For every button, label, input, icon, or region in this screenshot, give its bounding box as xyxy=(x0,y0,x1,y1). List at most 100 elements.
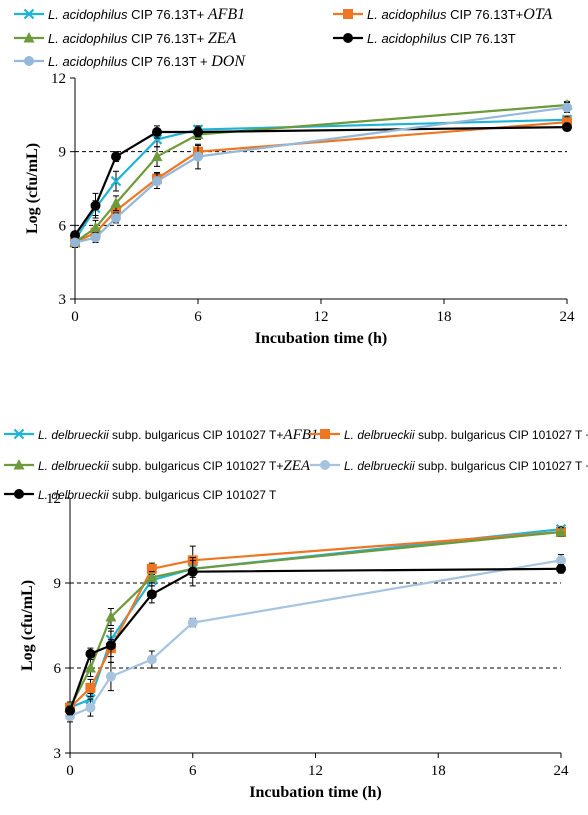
data-point xyxy=(562,102,572,113)
x-tick-label: 0 xyxy=(71,309,79,325)
series-line xyxy=(74,103,568,244)
x-tick-label: 18 xyxy=(437,309,452,325)
legend-strain: subp. bulgaricus CIP 101027 T xyxy=(109,428,277,442)
legend-joiner: + xyxy=(276,428,283,442)
legend-species: L. delbrueckii xyxy=(38,488,109,502)
y-tick-label: 3 xyxy=(59,292,67,308)
data-point xyxy=(151,134,163,145)
data-point xyxy=(105,671,116,682)
legend-swatch-marker xyxy=(13,459,25,470)
legend-strain: subp. bulgaricus CIP 101027 T xyxy=(415,459,583,473)
y-axis-title: Log (cfu/mL) xyxy=(19,580,36,671)
data-point xyxy=(111,212,121,223)
data-point xyxy=(152,127,162,138)
legend-item: L. delbrueckii subp. bulgaricus CIP 1010… xyxy=(4,488,277,502)
x-axis-title: Incubation time (h) xyxy=(249,784,381,801)
legend-strain: subp. bulgaricus CIP 101027 T xyxy=(109,488,277,502)
legend-item: L. delbrueckii subp. bulgaricus CIP 1010… xyxy=(310,459,588,473)
series-1 xyxy=(64,523,567,714)
data-point xyxy=(146,563,157,574)
data-point xyxy=(85,682,96,693)
legend-item: L. acidophilus CIP 76.13T xyxy=(333,31,516,46)
legend-joiner: + xyxy=(582,459,588,473)
data-point xyxy=(187,566,198,577)
legend-treatment: AFB1 xyxy=(282,427,318,443)
data-point xyxy=(105,640,116,651)
data-point xyxy=(193,127,203,138)
legend-species: L. acidophilus xyxy=(48,54,128,69)
legend-joiner: + xyxy=(276,459,283,473)
legend-label: L. acidophilus CIP 76.13T xyxy=(367,31,516,46)
legend-joiner: + xyxy=(516,7,524,22)
series-line xyxy=(68,567,562,711)
legend-swatch-marker xyxy=(343,33,353,43)
chart-panel-2: 3 6 9 12 0 6 12 18 24 Incubation time (h) Log (cfu… xyxy=(4,427,588,801)
data-point xyxy=(562,122,572,133)
legend-swatch-marker xyxy=(320,460,330,470)
legend-joiner: + xyxy=(196,54,211,69)
y-tick-label: 6 xyxy=(54,661,62,677)
data-point xyxy=(146,571,158,582)
legend-item: L. delbrueckii subp. bulgaricus CIP 1010… xyxy=(4,427,318,443)
legend-label: L. acidophilus CIP 76.13T+OTA xyxy=(367,6,553,23)
data-point xyxy=(151,150,163,162)
series-line xyxy=(69,530,562,709)
y-tick-label: 6 xyxy=(59,218,67,234)
data-point xyxy=(85,648,96,659)
data-point xyxy=(85,702,96,713)
legend-item: L. acidophilus CIP 76.13T+ ZEA xyxy=(14,30,237,47)
y-tick-label: 9 xyxy=(54,576,62,592)
legend-label: L. delbrueckii subp. bulgaricus CIP 1010… xyxy=(38,458,311,474)
legend-species: L. delbrueckii xyxy=(38,428,109,442)
legend-joiner: + xyxy=(582,428,588,442)
y-tick-label: 12 xyxy=(51,71,66,87)
legend-label: L. acidophilus CIP 76.13T+ AFB1 xyxy=(48,6,245,23)
data-point xyxy=(193,151,203,162)
series-5 xyxy=(65,557,566,716)
y-tick-label: 9 xyxy=(59,145,67,161)
data-point xyxy=(90,221,101,233)
data-point xyxy=(556,555,566,566)
x-tick-label: 12 xyxy=(308,763,323,779)
series-line xyxy=(69,530,562,709)
legend-treatment: DON xyxy=(210,53,246,70)
legend-treatment: ZEA xyxy=(208,30,237,47)
legend-swatch-marker xyxy=(24,56,34,66)
legend-swatch-marker xyxy=(320,429,330,439)
x-tick-label: 6 xyxy=(189,763,197,779)
data-point xyxy=(65,705,75,716)
legend-species: L. acidophilus xyxy=(367,7,447,22)
data-point xyxy=(110,175,122,187)
data-point xyxy=(70,237,80,248)
series-5 xyxy=(70,102,572,248)
x-axis-title: Incubation time (h) xyxy=(255,330,387,347)
chart-panel-1: 3 6 9 12 0 6 12 18 24 Incubation time (h) Log (cfu… xyxy=(14,6,575,347)
legend-2: L. delbrueckii subp. bulgaricus CIP 1010… xyxy=(4,427,588,502)
legend-label: L. acidophilus CIP 76.13T + DON xyxy=(48,53,246,70)
legend-strain: CIP 76.13T xyxy=(447,7,516,22)
legend-strain: CIP 76.13T xyxy=(128,7,197,22)
data-point xyxy=(110,197,122,208)
legend-species: L. acidophilus xyxy=(367,31,447,46)
x-tick-label: 12 xyxy=(314,309,329,325)
x-tick-label: 0 xyxy=(66,763,74,779)
data-point xyxy=(556,563,566,574)
legend-treatment: ZEA xyxy=(283,458,311,474)
legend-label: L. delbrueckii subp. bulgaricus CIP 1010… xyxy=(38,427,318,443)
legend-item: L. acidophilus CIP 76.13T+OTA xyxy=(333,6,553,23)
y-axis-title: Log (cfu/mL) xyxy=(24,143,41,234)
legend-species: L. acidophilus xyxy=(48,7,128,22)
x-tick-label: 24 xyxy=(560,309,576,325)
legend-species: L. delbrueckii xyxy=(38,459,109,473)
data-point xyxy=(555,526,567,537)
legend-swatch-marker xyxy=(23,8,35,20)
legend-species: L. delbrueckii xyxy=(344,459,415,473)
legend-item: L. acidophilus CIP 76.13T+ AFB1 xyxy=(14,6,245,23)
legend-label: L. delbrueckii subp. bulgaricus CIP 1010… xyxy=(38,488,277,502)
legend-item: L. delbrueckii subp. bulgaricus CIP 1010… xyxy=(4,458,311,474)
data-point xyxy=(84,662,96,673)
legend-swatch-marker xyxy=(343,9,353,19)
data-point xyxy=(146,589,157,600)
series-2 xyxy=(70,116,572,248)
